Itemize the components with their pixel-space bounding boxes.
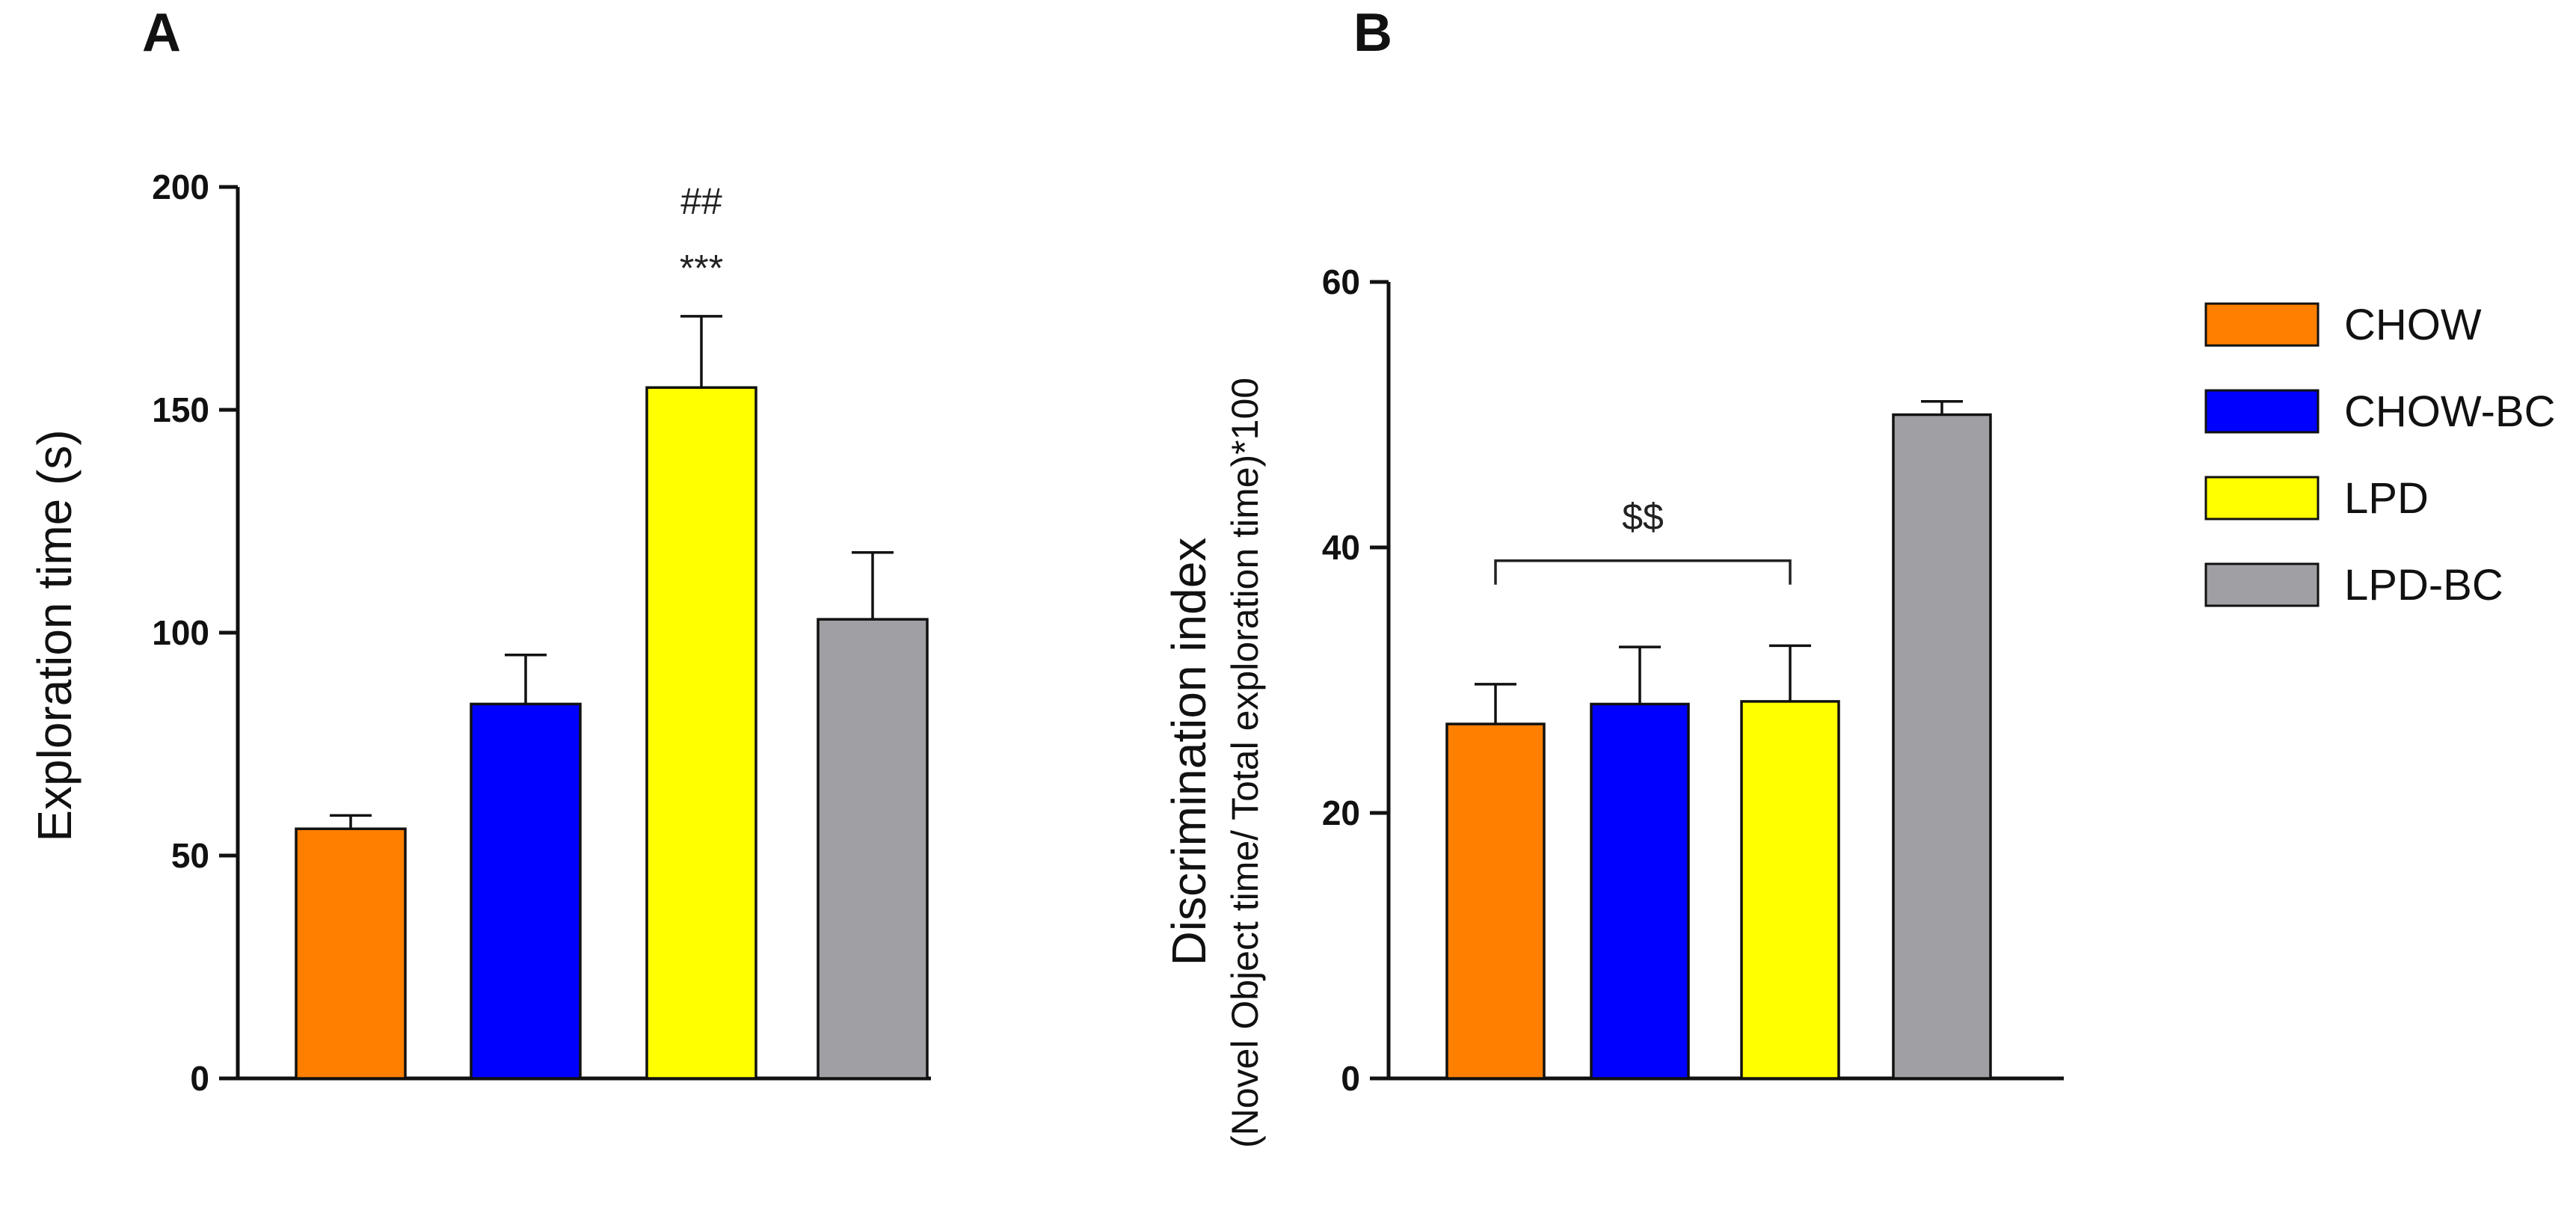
chart-b-bracket-label: $$	[1622, 496, 1664, 538]
panel-letter-b: B	[1353, 3, 1392, 63]
legend-label-lpd: LPD	[2344, 474, 2429, 523]
chart-a-significance-annotation: ***	[680, 247, 723, 289]
chart-a-bar-lpd-bc	[817, 618, 929, 1080]
chart-a-tick-label: 200	[152, 168, 209, 206]
chart-b-bracket	[1494, 559, 1792, 585]
legend-swatch-lpd	[2204, 476, 2320, 521]
chart-a-significance-annotation: ##	[680, 180, 722, 222]
chart-b-bar-lpd-bc	[1892, 413, 1992, 1080]
legend-swatch-chow-bc	[2204, 389, 2320, 434]
legend-swatch-lpd-bc	[2204, 562, 2320, 607]
chart-b-ylabel-sub: (Novel Object time/ Total exploration ti…	[1224, 378, 1266, 1148]
panel-letter-a: A	[142, 3, 181, 63]
chart-b-bar-chow	[1445, 722, 1546, 1080]
chart-a-tick-label: 50	[171, 836, 209, 875]
chart-b-ylabel: Discrimination index	[1162, 538, 1216, 966]
chart-a-tick-label: 150	[152, 390, 209, 429]
chart-a-tick-label: 0	[190, 1059, 209, 1098]
legend-swatch-chow	[2204, 302, 2320, 347]
chart-b-tick-label: 40	[1322, 528, 1360, 567]
legend: CHOW CHOW-BC LPD LPD-BC	[2204, 301, 2555, 610]
legend-label-lpd-bc: LPD-BC	[2344, 561, 2503, 610]
chart-a-bar-lpd	[645, 386, 757, 1080]
chart-b-tick-label: 60	[1322, 262, 1360, 301]
chart-b-bar-chow-bc	[1590, 702, 1690, 1080]
chart-a-ylabel: Exploration time (s)	[28, 429, 82, 841]
chart-a: Exploration time (s) 0 50 100 150 200 ## ***	[28, 168, 931, 1098]
chart-b-tick-label: 20	[1322, 793, 1360, 832]
chart-a-bar-chow-bc	[470, 702, 582, 1080]
chart-b: Discrimination index (Novel Object time/…	[1162, 262, 2064, 1148]
chart-b-tick-label: 0	[1341, 1059, 1360, 1098]
legend-label-chow: CHOW	[2344, 301, 2482, 349]
chart-b-bar-lpd	[1740, 700, 1840, 1080]
chart-a-tick-label: 100	[152, 613, 209, 652]
legend-label-chow-bc: CHOW-BC	[2344, 387, 2555, 436]
chart-a-bar-chow	[295, 827, 407, 1080]
